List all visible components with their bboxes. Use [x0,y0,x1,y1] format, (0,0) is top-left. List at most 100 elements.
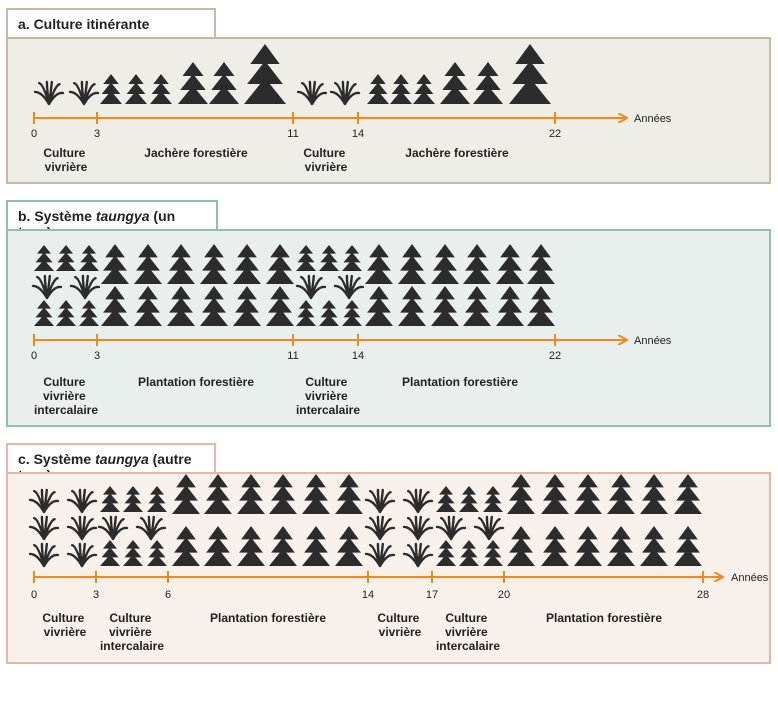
tree-icon [233,286,261,326]
panel-b-axis-unit: Années [634,335,672,347]
crop-plant-icon [295,274,327,300]
tree-icon [79,300,99,326]
tree-icon [398,244,426,284]
panel-a-axis [33,112,626,124]
tree-icon [134,244,162,284]
panel-b-axis [33,334,626,346]
tree-icon [527,286,555,326]
panel-c-title: c. Système taungya (autre type) [6,443,216,483]
panel-a-tick: 22 [549,128,561,140]
tree-icon [266,244,294,284]
panel-a-tick: 0 [31,128,37,140]
tree-icon [172,526,200,566]
tree-icon [413,74,435,104]
tree-icon [607,474,635,514]
tree-icon [178,62,208,104]
panel-c-axis [33,571,722,583]
tree-icon [459,486,479,512]
tree-icon [147,540,167,566]
tree-icon [463,244,491,284]
tree-icon [34,300,54,326]
panel-b-title-prefix: b. Système [18,208,96,224]
tree-icon [431,286,459,326]
tree-icon [204,474,232,514]
tree-icon [150,74,172,104]
tree-icon [209,62,239,104]
tree-icon [34,245,54,271]
tree-icon [507,474,535,514]
tree-icon [365,286,393,326]
tree-icon [100,540,120,566]
panel-c-phase-label: Plantation forestière [210,611,326,625]
panel-c-tick: 28 [697,589,709,601]
panel-a-phase-label: Jachère forestière [405,146,509,160]
tree-icon [237,474,265,514]
tree-icon [233,244,261,284]
crop-plant-icon [31,274,63,300]
tree-icon [398,286,426,326]
tree-icon [483,540,503,566]
tree-icon [365,244,393,284]
panel-c-tick: 20 [498,589,510,601]
tree-icon [200,244,228,284]
panel-b-tick: 11 [287,350,298,362]
panel-c-icons [28,474,702,568]
tree-icon [507,526,535,566]
panel-b-tick: 3 [94,350,100,362]
tree-icon [607,526,635,566]
tree-icon [147,486,167,512]
tree-icon [200,286,228,326]
tree-icon [335,474,363,514]
panel-c [6,472,771,664]
tree-icon [244,44,286,104]
panel-a-phase-label: Jachère forestière [144,146,248,160]
panel-a-axis-unit: Années [634,113,672,125]
tree-icon [342,245,362,271]
tree-icon [640,474,668,514]
panel-b-phase-label: Plantation forestière [138,375,254,389]
tree-icon [463,286,491,326]
panel-c-tick: 6 [165,589,171,601]
tree-icon [431,244,459,284]
tree-icon [574,526,602,566]
panel-b-phase-label: Plantation forestière [402,375,518,389]
panel-a [6,37,771,184]
crop-plant-icon [364,488,396,514]
tree-icon [100,486,120,512]
tree-icon [527,244,555,284]
tree-icon [266,286,294,326]
crop-plant-icon [28,488,60,514]
tree-icon [319,300,339,326]
panel-b-tick: 22 [549,350,561,362]
tree-icon [269,526,297,566]
panel-b-title-italic: taungya [95,208,150,224]
crop-plant-icon [296,80,328,106]
panel-b [6,229,771,427]
panel-b-title: b. Système taungya (un type) [6,200,218,240]
tree-icon [496,244,524,284]
panel-b-icons [31,244,555,326]
crop-plant-icon [66,515,98,541]
tree-icon [302,474,330,514]
crop-plant-icon [402,542,434,568]
panel-a-tick: 3 [94,128,100,140]
panel-b-phase-label: Culture vivrière intercalaire [34,375,98,417]
panel-b-tick: 14 [352,350,364,362]
tree-icon [574,474,602,514]
tree-icon [674,526,702,566]
crop-plant-icon [68,80,100,106]
panel-a-title-text: a. Culture itinérante [18,16,150,32]
panel-c-phase-label: Culture vivrière [377,611,422,639]
panel-c-tick: 0 [31,589,37,601]
tree-icon [134,286,162,326]
tree-icon [367,74,389,104]
crop-plant-icon [333,274,365,300]
tree-icon [496,286,524,326]
panel-c-axis-unit: Années [731,572,769,584]
tree-icon [204,526,232,566]
crop-plant-icon [473,515,505,541]
crop-plant-icon [402,488,434,514]
tree-icon [541,474,569,514]
tree-icon [436,486,456,512]
tree-icon [302,526,330,566]
